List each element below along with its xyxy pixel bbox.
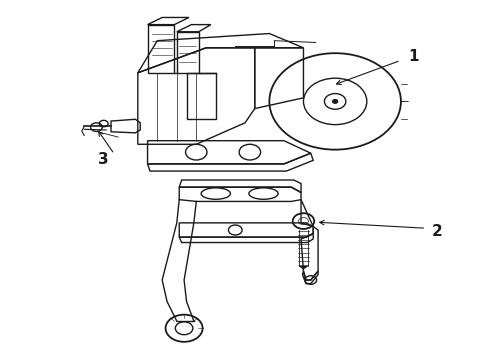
Text: 3: 3 — [98, 152, 109, 167]
Text: 1: 1 — [408, 49, 418, 64]
Circle shape — [333, 100, 338, 103]
Polygon shape — [298, 266, 308, 269]
Text: 2: 2 — [432, 224, 443, 239]
